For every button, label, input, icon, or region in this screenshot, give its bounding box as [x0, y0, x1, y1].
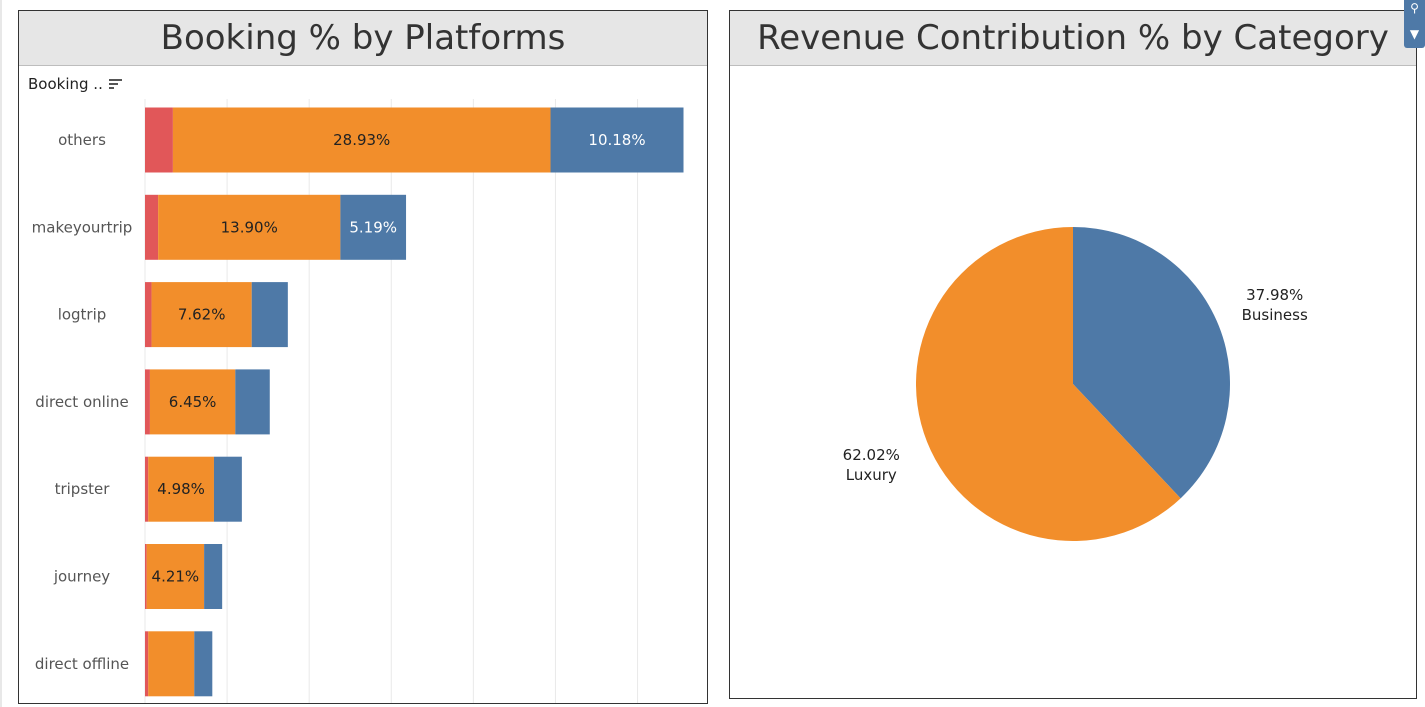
revenue-panel-title: Revenue Contribution % by Category — [730, 11, 1416, 66]
category-label: direct online — [35, 393, 128, 411]
booking-by-platforms-panel: Booking % by Platforms Booking .. others… — [18, 10, 708, 704]
dashboard-scroll-widget[interactable]: ⚲ ▼ — [1404, 0, 1425, 48]
bar-segment — [194, 631, 213, 697]
bar-data-label: 6.45% — [169, 393, 217, 411]
bar-segment — [145, 544, 147, 609]
bar-segment — [146, 544, 205, 609]
chevron-down-icon[interactable]: ▼ — [1409, 27, 1420, 41]
bar-segment — [145, 369, 150, 435]
pie-category-label: Luxury — [846, 466, 897, 484]
bar-segment — [204, 544, 223, 609]
bar-data-label: 4.21% — [152, 568, 200, 586]
bar-data-label: 7.62% — [178, 306, 226, 324]
category-label: direct offline — [35, 655, 129, 673]
pie-value-label: 37.98% — [1246, 286, 1303, 304]
bar-data-label: 13.90% — [221, 218, 278, 236]
bar-segment — [550, 107, 684, 173]
booking-bar-chart: others 28.93% 10.18% makeyourtrip 13.90% 5.19… — [32, 99, 684, 703]
bar-segment — [172, 107, 551, 173]
pie-slice — [1073, 227, 1230, 499]
bar-segment — [158, 194, 341, 260]
booking-panel-title: Booking % by Platforms — [19, 11, 707, 66]
bar-segment — [145, 631, 149, 697]
bar-segment — [235, 369, 270, 435]
bar-segment — [145, 456, 149, 522]
bar-segment — [145, 194, 159, 260]
bar-data-label: 4.98% — [157, 480, 205, 498]
bar-segment — [145, 107, 173, 173]
sort-descending-icon[interactable] — [108, 78, 123, 90]
bar-segment — [251, 282, 288, 348]
bar-segment — [151, 282, 252, 348]
bar-segment — [148, 631, 195, 697]
bar-segment — [213, 456, 242, 522]
pie-category-label: Business — [1242, 306, 1308, 324]
sort-field-button[interactable]: Booking .. — [28, 75, 123, 93]
bar-segment — [340, 194, 407, 260]
category-label: logtrip — [58, 306, 107, 324]
page-left-edge — [0, 0, 2, 707]
sort-field-label: Booking .. — [28, 75, 103, 93]
bar-segment — [149, 369, 236, 435]
pie-value-label: 62.02% — [843, 446, 900, 464]
bar-data-label: 5.19% — [349, 218, 397, 236]
category-label: tripster — [55, 480, 111, 498]
category-label: journey — [53, 568, 110, 586]
pin-icon[interactable]: ⚲ — [1410, 1, 1419, 15]
revenue-pie-chart: 37.98% Business 62.02% Luxury — [843, 227, 1308, 541]
category-label: others — [58, 131, 106, 149]
bar-data-label: 10.18% — [588, 131, 645, 149]
bar-data-label: 28.93% — [333, 131, 390, 149]
bar-segment — [145, 282, 152, 348]
pie-slice — [916, 227, 1181, 541]
revenue-by-category-panel: Revenue Contribution % by Category 37.98… — [729, 10, 1417, 699]
bar-segment — [148, 456, 214, 522]
category-label: makeyourtrip — [32, 218, 133, 236]
